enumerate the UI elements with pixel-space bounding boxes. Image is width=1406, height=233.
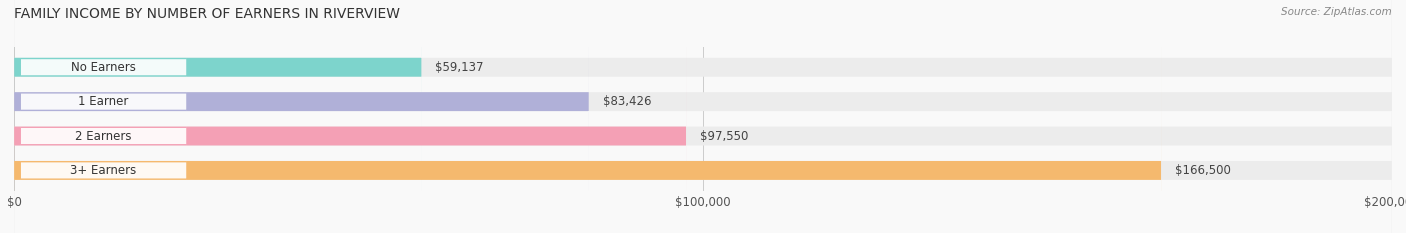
Text: Source: ZipAtlas.com: Source: ZipAtlas.com bbox=[1281, 7, 1392, 17]
FancyBboxPatch shape bbox=[14, 0, 589, 233]
FancyBboxPatch shape bbox=[14, 0, 1392, 233]
FancyBboxPatch shape bbox=[14, 0, 422, 233]
Text: No Earners: No Earners bbox=[72, 61, 136, 74]
Text: $97,550: $97,550 bbox=[700, 130, 748, 143]
Text: 1 Earner: 1 Earner bbox=[79, 95, 129, 108]
FancyBboxPatch shape bbox=[14, 0, 1392, 233]
FancyBboxPatch shape bbox=[14, 0, 1392, 233]
FancyBboxPatch shape bbox=[14, 0, 1161, 233]
Text: $166,500: $166,500 bbox=[1175, 164, 1230, 177]
FancyBboxPatch shape bbox=[21, 0, 187, 233]
FancyBboxPatch shape bbox=[14, 0, 1392, 233]
Text: 2 Earners: 2 Earners bbox=[76, 130, 132, 143]
FancyBboxPatch shape bbox=[21, 0, 187, 233]
Text: FAMILY INCOME BY NUMBER OF EARNERS IN RIVERVIEW: FAMILY INCOME BY NUMBER OF EARNERS IN RI… bbox=[14, 7, 401, 21]
Text: 3+ Earners: 3+ Earners bbox=[70, 164, 136, 177]
FancyBboxPatch shape bbox=[21, 0, 187, 233]
FancyBboxPatch shape bbox=[14, 0, 686, 233]
Text: $83,426: $83,426 bbox=[603, 95, 651, 108]
Text: $59,137: $59,137 bbox=[436, 61, 484, 74]
FancyBboxPatch shape bbox=[21, 0, 187, 233]
